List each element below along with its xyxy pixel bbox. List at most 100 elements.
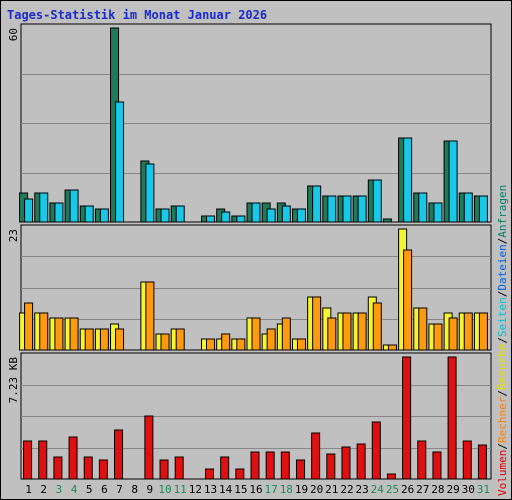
bar-dateien-day-30 xyxy=(463,192,473,223)
bar-rechner-day-24 xyxy=(372,302,382,351)
bar-rechner-day-25 xyxy=(387,344,397,351)
bar-volumen-day-2 xyxy=(38,440,48,480)
bar-rechner-day-17 xyxy=(266,328,276,351)
x-tick-label: 12 xyxy=(189,483,202,496)
bar-rechner-day-7 xyxy=(115,328,125,351)
legend-item: Dateien xyxy=(496,244,509,290)
bar-dateien-day-28 xyxy=(433,202,443,223)
bar-dateien-day-26 xyxy=(403,137,413,223)
bar-rechner-day-1 xyxy=(24,302,34,351)
bar-dateien-day-20 xyxy=(312,185,322,223)
bar-volumen-day-3 xyxy=(53,456,63,480)
bar-rechner-day-20 xyxy=(312,296,322,351)
bar-rechner-day-31 xyxy=(478,312,488,351)
bar-volumen-day-4 xyxy=(68,436,78,480)
bar-rechner-day-29 xyxy=(448,317,458,351)
bar-volumen-day-20 xyxy=(311,432,321,480)
bar-dateien-day-13 xyxy=(206,215,216,223)
bar-dateien-day-6 xyxy=(99,208,109,223)
x-tick-label: 1 xyxy=(25,483,32,496)
bar-dateien-day-15 xyxy=(236,215,246,223)
bar-rechner-day-30 xyxy=(463,312,473,351)
x-tick-label: 20 xyxy=(310,483,323,496)
bar-dateien-day-7 xyxy=(115,101,125,223)
bar-volumen-day-9 xyxy=(144,415,154,480)
bar-rechner-day-4 xyxy=(69,317,79,351)
bar-dateien-day-1 xyxy=(24,198,34,223)
bar-volumen-day-26 xyxy=(402,356,412,480)
panel-hits: 60 xyxy=(7,23,492,223)
bar-volumen-day-17 xyxy=(265,451,275,480)
legend-item: Besuche xyxy=(496,344,509,390)
bar-volumen-day-1 xyxy=(23,440,33,480)
bar-volumen-day-7 xyxy=(114,429,124,480)
legend-item: / xyxy=(496,390,509,397)
bar-rechner-day-2 xyxy=(39,312,49,351)
x-tick-label: 17 xyxy=(265,483,278,496)
bar-volumen-day-15 xyxy=(235,468,245,480)
bar-volumen-day-22 xyxy=(341,446,351,480)
bar-dateien-day-9 xyxy=(145,163,155,223)
x-tick-label: 22 xyxy=(340,483,353,496)
y-max-label: 60 xyxy=(7,28,20,41)
bar-volumen-day-10 xyxy=(159,459,169,480)
bar-dateien-day-19 xyxy=(296,208,306,223)
bar-rechner-day-18 xyxy=(281,317,291,351)
x-tick-label: 28 xyxy=(431,483,444,496)
bar-dateien-day-23 xyxy=(357,195,367,223)
x-tick-label: 31 xyxy=(477,483,490,496)
y-max-label: 23 xyxy=(7,229,20,242)
bar-anfragen-day-25 xyxy=(382,218,392,223)
bar-dateien-day-16 xyxy=(251,202,261,223)
x-tick-label: 7 xyxy=(116,483,123,496)
bar-dateien-day-27 xyxy=(418,192,428,223)
x-tick-label: 13 xyxy=(204,483,217,496)
x-tick-label: 25 xyxy=(386,483,399,496)
bar-rechner-day-28 xyxy=(433,323,443,351)
bar-dateien-day-22 xyxy=(342,195,352,223)
legend-item: Seiten xyxy=(496,297,509,337)
x-tick-label: 5 xyxy=(86,483,93,496)
bar-dateien-day-2 xyxy=(39,192,49,223)
x-tick-label: 27 xyxy=(416,483,429,496)
bar-volumen-day-31 xyxy=(477,444,487,480)
x-tick-label: 29 xyxy=(446,483,459,496)
legend-item: Rechner xyxy=(496,396,509,443)
bar-volumen-day-14 xyxy=(220,456,230,480)
x-tick-label: 15 xyxy=(234,483,247,496)
x-tick-label: 11 xyxy=(174,483,187,496)
bar-rechner-day-23 xyxy=(357,312,367,351)
x-tick-label: 24 xyxy=(371,483,385,496)
bar-dateien-day-17 xyxy=(266,208,276,223)
x-tick-label: 14 xyxy=(219,483,233,496)
bar-volumen-day-25 xyxy=(386,473,396,480)
bar-volumen-day-13 xyxy=(205,468,215,480)
legend-item: / xyxy=(496,291,509,298)
y-max-label: 7.23 KB xyxy=(7,357,20,404)
bar-dateien-day-11 xyxy=(175,205,185,223)
bar-volumen-day-18 xyxy=(280,451,290,480)
bar-rechner-day-13 xyxy=(206,338,216,351)
bar-volumen-day-16 xyxy=(250,451,260,480)
bar-dateien-day-24 xyxy=(372,179,382,223)
bar-dateien-day-14 xyxy=(221,211,231,223)
x-tick-label: 26 xyxy=(401,483,414,496)
bar-volumen-day-23 xyxy=(356,443,366,480)
chart-title: Tages-Statistik im Monat Januar 2026 xyxy=(7,8,267,22)
bar-volumen-day-27 xyxy=(417,440,427,480)
x-tick-label: 21 xyxy=(325,483,338,496)
bar-dateien-day-31 xyxy=(478,195,488,223)
x-tick-label: 4 xyxy=(71,483,78,496)
x-tick-label: 30 xyxy=(462,483,475,496)
bar-rechner-day-11 xyxy=(175,328,185,351)
bar-rechner-day-5 xyxy=(84,328,94,351)
bar-rechner-day-21 xyxy=(327,317,337,351)
x-tick-label: 19 xyxy=(295,483,308,496)
bar-rechner-day-19 xyxy=(296,338,306,351)
bar-volumen-day-19 xyxy=(295,459,305,480)
bar-dateien-day-21 xyxy=(327,195,337,223)
bar-rechner-day-10 xyxy=(160,333,170,351)
right-legend: Volumen/Rechner/Besuche/Seiten/Dateien/A… xyxy=(496,185,509,496)
bar-volumen-day-6 xyxy=(98,459,108,480)
